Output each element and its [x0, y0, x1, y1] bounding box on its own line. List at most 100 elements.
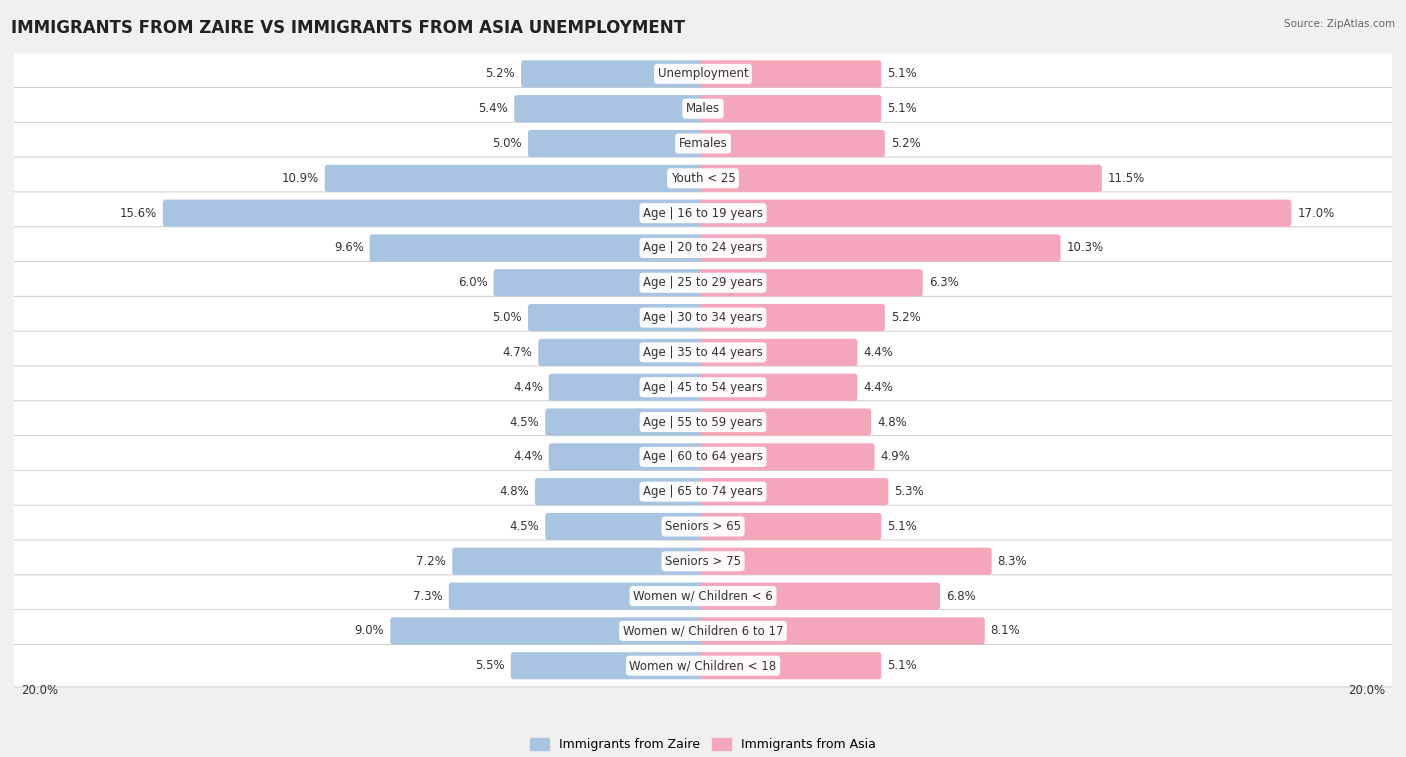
Text: 15.6%: 15.6%: [120, 207, 157, 220]
Text: Age | 16 to 19 years: Age | 16 to 19 years: [643, 207, 763, 220]
Text: 5.3%: 5.3%: [894, 485, 924, 498]
Text: 4.4%: 4.4%: [513, 381, 543, 394]
FancyBboxPatch shape: [8, 609, 1398, 652]
FancyBboxPatch shape: [8, 296, 1398, 339]
Text: 5.0%: 5.0%: [492, 137, 522, 150]
FancyBboxPatch shape: [700, 548, 991, 575]
FancyBboxPatch shape: [548, 444, 706, 470]
Text: 4.8%: 4.8%: [499, 485, 529, 498]
FancyBboxPatch shape: [700, 409, 872, 435]
FancyBboxPatch shape: [391, 617, 706, 644]
Text: Women w/ Children 6 to 17: Women w/ Children 6 to 17: [623, 625, 783, 637]
FancyBboxPatch shape: [8, 505, 1398, 548]
Text: 6.3%: 6.3%: [928, 276, 959, 289]
Text: 20.0%: 20.0%: [1348, 684, 1385, 696]
Text: Females: Females: [679, 137, 727, 150]
FancyBboxPatch shape: [700, 339, 858, 366]
FancyBboxPatch shape: [8, 261, 1398, 304]
Text: 4.4%: 4.4%: [513, 450, 543, 463]
Text: 17.0%: 17.0%: [1298, 207, 1334, 220]
Text: Seniors > 65: Seniors > 65: [665, 520, 741, 533]
FancyBboxPatch shape: [700, 235, 1060, 261]
FancyBboxPatch shape: [700, 617, 984, 644]
FancyBboxPatch shape: [529, 130, 706, 157]
Text: 4.7%: 4.7%: [502, 346, 533, 359]
FancyBboxPatch shape: [8, 435, 1398, 478]
FancyBboxPatch shape: [522, 61, 706, 88]
Text: 5.1%: 5.1%: [887, 67, 917, 80]
FancyBboxPatch shape: [8, 226, 1398, 269]
FancyBboxPatch shape: [510, 652, 706, 679]
FancyBboxPatch shape: [529, 304, 706, 331]
Text: 8.1%: 8.1%: [991, 625, 1021, 637]
Text: 8.3%: 8.3%: [997, 555, 1028, 568]
FancyBboxPatch shape: [8, 575, 1398, 617]
Text: Age | 20 to 24 years: Age | 20 to 24 years: [643, 241, 763, 254]
FancyBboxPatch shape: [8, 88, 1398, 130]
FancyBboxPatch shape: [700, 652, 882, 679]
Text: 5.2%: 5.2%: [891, 311, 921, 324]
Text: Age | 35 to 44 years: Age | 35 to 44 years: [643, 346, 763, 359]
Text: 6.0%: 6.0%: [458, 276, 488, 289]
FancyBboxPatch shape: [700, 165, 1102, 192]
Text: Unemployment: Unemployment: [658, 67, 748, 80]
FancyBboxPatch shape: [8, 53, 1398, 95]
Text: Males: Males: [686, 102, 720, 115]
FancyBboxPatch shape: [700, 513, 882, 540]
FancyBboxPatch shape: [8, 157, 1398, 200]
FancyBboxPatch shape: [700, 304, 884, 331]
Text: 4.5%: 4.5%: [509, 520, 540, 533]
FancyBboxPatch shape: [546, 409, 706, 435]
FancyBboxPatch shape: [700, 374, 858, 400]
FancyBboxPatch shape: [8, 470, 1398, 513]
FancyBboxPatch shape: [8, 192, 1398, 235]
Text: 9.0%: 9.0%: [354, 625, 384, 637]
FancyBboxPatch shape: [163, 200, 706, 226]
Text: 4.9%: 4.9%: [880, 450, 910, 463]
Legend: Immigrants from Zaire, Immigrants from Asia: Immigrants from Zaire, Immigrants from A…: [524, 734, 882, 756]
FancyBboxPatch shape: [700, 478, 889, 505]
Text: IMMIGRANTS FROM ZAIRE VS IMMIGRANTS FROM ASIA UNEMPLOYMENT: IMMIGRANTS FROM ZAIRE VS IMMIGRANTS FROM…: [11, 19, 685, 37]
FancyBboxPatch shape: [8, 644, 1398, 687]
FancyBboxPatch shape: [449, 582, 706, 609]
Text: 5.0%: 5.0%: [492, 311, 522, 324]
FancyBboxPatch shape: [8, 123, 1398, 165]
Text: 5.5%: 5.5%: [475, 659, 505, 672]
FancyBboxPatch shape: [8, 540, 1398, 582]
FancyBboxPatch shape: [534, 478, 706, 505]
Text: 6.8%: 6.8%: [946, 590, 976, 603]
Text: Age | 55 to 59 years: Age | 55 to 59 years: [643, 416, 763, 428]
Text: 4.5%: 4.5%: [509, 416, 540, 428]
Text: Age | 30 to 34 years: Age | 30 to 34 years: [643, 311, 763, 324]
Text: 5.1%: 5.1%: [887, 102, 917, 115]
Text: 7.2%: 7.2%: [416, 555, 446, 568]
Text: Source: ZipAtlas.com: Source: ZipAtlas.com: [1284, 19, 1395, 29]
Text: 5.2%: 5.2%: [485, 67, 515, 80]
FancyBboxPatch shape: [453, 548, 706, 575]
Text: 7.3%: 7.3%: [413, 590, 443, 603]
FancyBboxPatch shape: [515, 95, 706, 123]
FancyBboxPatch shape: [548, 374, 706, 400]
Text: Seniors > 75: Seniors > 75: [665, 555, 741, 568]
FancyBboxPatch shape: [700, 95, 882, 123]
FancyBboxPatch shape: [700, 444, 875, 470]
Text: Women w/ Children < 6: Women w/ Children < 6: [633, 590, 773, 603]
Text: 9.6%: 9.6%: [333, 241, 364, 254]
Text: 5.2%: 5.2%: [891, 137, 921, 150]
FancyBboxPatch shape: [700, 582, 941, 609]
Text: 5.1%: 5.1%: [887, 659, 917, 672]
Text: 4.4%: 4.4%: [863, 346, 893, 359]
Text: 10.9%: 10.9%: [281, 172, 319, 185]
Text: Age | 25 to 29 years: Age | 25 to 29 years: [643, 276, 763, 289]
Text: 5.4%: 5.4%: [478, 102, 509, 115]
FancyBboxPatch shape: [700, 200, 1291, 226]
Text: Youth < 25: Youth < 25: [671, 172, 735, 185]
FancyBboxPatch shape: [8, 331, 1398, 374]
Text: Women w/ Children < 18: Women w/ Children < 18: [630, 659, 776, 672]
FancyBboxPatch shape: [8, 366, 1398, 409]
FancyBboxPatch shape: [700, 269, 922, 296]
Text: 10.3%: 10.3%: [1066, 241, 1104, 254]
FancyBboxPatch shape: [494, 269, 706, 296]
Text: Age | 60 to 64 years: Age | 60 to 64 years: [643, 450, 763, 463]
Text: Age | 65 to 74 years: Age | 65 to 74 years: [643, 485, 763, 498]
